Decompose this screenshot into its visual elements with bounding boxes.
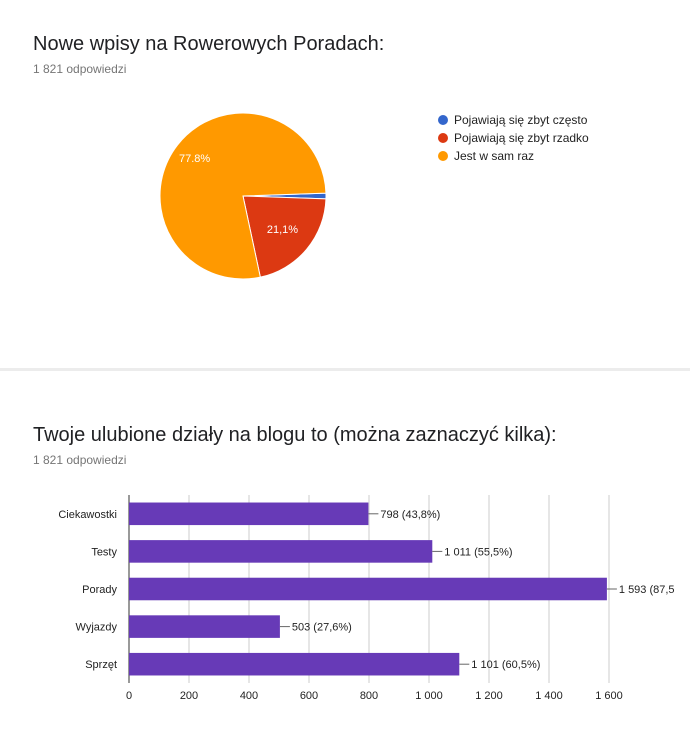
data-label: 1 593 (87,5 xyxy=(619,584,675,596)
legend-dot-icon xyxy=(438,115,448,125)
x-tick-label: 1 000 xyxy=(415,690,443,702)
bar xyxy=(129,652,460,676)
pie-slice xyxy=(242,195,327,278)
pie-legend: Pojawiają się zbyt często Pojawiają się z… xyxy=(438,111,589,165)
bar-question-title: Twoje ulubione działy na blogu to (można… xyxy=(33,424,557,446)
legend-dot-icon xyxy=(438,151,448,161)
bar-response-count: 1 821 odpowiedzi xyxy=(33,453,127,467)
legend-item: Jest w sam raz xyxy=(438,147,589,165)
x-tick-label: 600 xyxy=(300,690,318,702)
x-tick-label: 1 400 xyxy=(535,690,563,702)
category-label: Sprzęt xyxy=(85,659,117,671)
pie-question-card: Nowe wpisy na Rowerowych Poradach: 1 821… xyxy=(0,0,690,368)
data-label: 1 011 (55,5%) xyxy=(444,546,512,558)
legend-label: Pojawiają się zbyt rzadko xyxy=(454,131,589,145)
x-tick-label: 0 xyxy=(126,690,132,702)
section-divider xyxy=(0,368,690,371)
pie-slice-label: 21,1% xyxy=(267,224,298,236)
bar-question-card: Twoje ulubione działy na blogu to (można… xyxy=(0,371,690,737)
category-label: Porady xyxy=(82,584,117,596)
bar-chart: 0 200 400 600 800 1 000 1 200 1 400 1 600 Ciekawo… xyxy=(58,495,675,702)
legend-item: Pojawiają się zbyt rzadko xyxy=(438,129,589,147)
x-tick-label: 1 200 xyxy=(475,690,503,702)
legend-label: Pojawiają się zbyt często xyxy=(454,113,588,127)
x-tick-label: 200 xyxy=(180,690,198,702)
pie-question-title: Nowe wpisy na Rowerowych Poradach: xyxy=(33,33,385,55)
x-tick-label: 800 xyxy=(360,690,378,702)
bar xyxy=(129,615,280,638)
pie-slice xyxy=(159,112,327,280)
legend-label: Jest w sam raz xyxy=(454,149,535,163)
legend-dot-icon xyxy=(438,133,448,143)
legend-item: Pojawiają się zbyt często xyxy=(438,111,589,129)
x-tick-label: 400 xyxy=(240,690,258,702)
category-label: Ciekawostki xyxy=(58,509,117,521)
bar xyxy=(129,502,369,526)
pie-slice-label: 77.8% xyxy=(179,153,210,165)
x-tick-label: 1 600 xyxy=(595,690,623,702)
data-label: 1 101 (60,5%) xyxy=(471,659,540,671)
pie-response-count: 1 821 odpowiedzi xyxy=(33,62,127,76)
category-label: Testy xyxy=(91,546,117,558)
bar xyxy=(129,577,607,601)
category-label: Wyjazdy xyxy=(76,622,118,634)
data-label: 798 (43,8%) xyxy=(380,509,440,521)
pie-chart: 21,1% 77.8% xyxy=(159,112,327,280)
bar xyxy=(129,540,433,563)
data-label: 503 (27,6%) xyxy=(292,622,352,634)
